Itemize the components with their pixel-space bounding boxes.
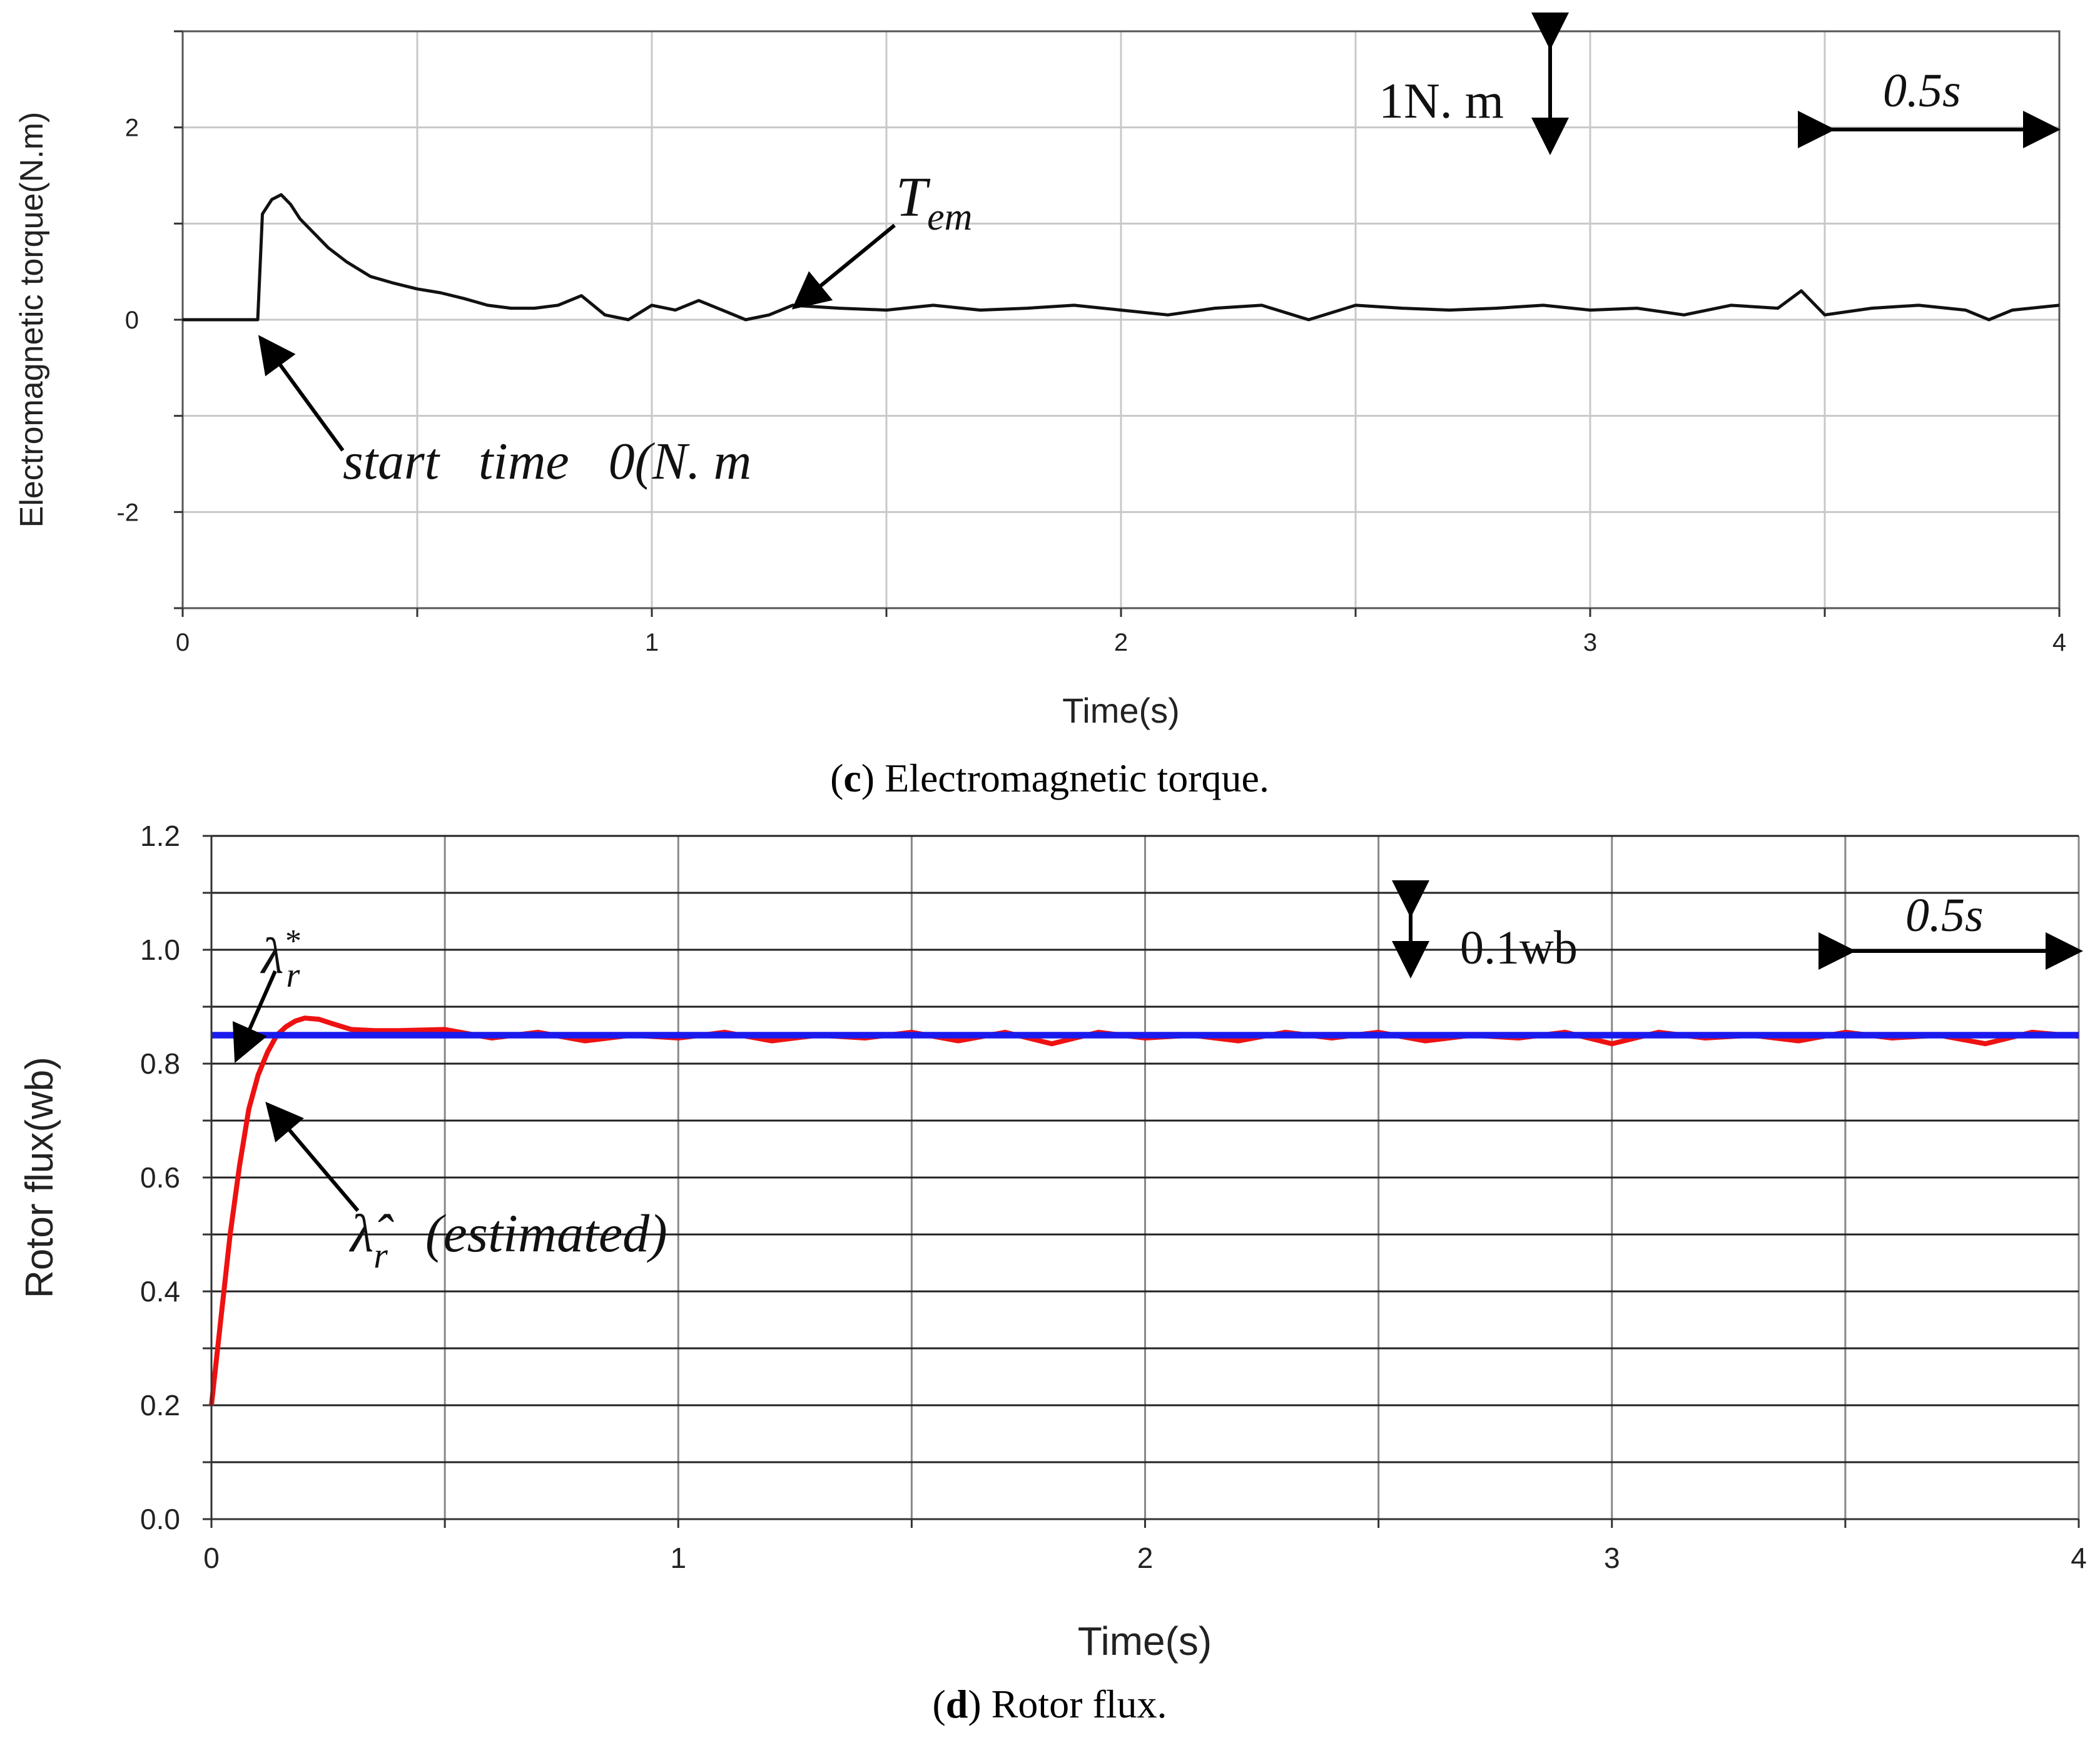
y-tick-label-1: 0.2	[140, 1389, 180, 1422]
series-line-Tem	[183, 193, 2060, 322]
y-tick-label-1: 0	[125, 307, 139, 334]
flux-ticks: 0 1 2 3 4 0.0 0.2 0.4 0.6 0.8 1.0 1.2	[140, 820, 2087, 1574]
torque-y-axis-title: Electromagnetic torque(N.m)	[14, 112, 50, 528]
caption-d-letter: d	[946, 1682, 968, 1726]
torque-x-axis-title: Time(s)	[1062, 691, 1180, 730]
caption-c-text: ) Electromagnetic torque.	[861, 756, 1269, 800]
flux-ref-arrow	[232, 970, 277, 1063]
torque-chart: 0 1 2 3 4 -2 0 2 Electromagnetic torque(N.m) Ti…	[14, 13, 2066, 730]
torque-start-arrow	[258, 335, 345, 452]
torque-scale-x-label: 0.5s	[1883, 64, 1961, 117]
torque-signal-main: T	[896, 166, 931, 228]
torque-signal-arrow	[791, 223, 896, 310]
torque-signal-label: Tem	[896, 166, 972, 238]
x-tick-label-4: 4	[2052, 629, 2066, 656]
y-tick-label-5: 1.0	[140, 934, 180, 966]
flux-ref-label: λ* r	[260, 923, 300, 995]
x-tick-label-0: 0	[203, 1542, 220, 1574]
x-tick-label-1: 1	[645, 629, 659, 656]
y-tick-label-0: 0.0	[140, 1503, 180, 1535]
torque-series	[183, 193, 2060, 322]
x-tick-label-4: 4	[2071, 1542, 2087, 1574]
flux-est-note: (estimated)	[425, 1203, 667, 1263]
y-tick-label-2: 0.4	[140, 1275, 180, 1308]
flux-y-axis-title: Rotor flux(wb)	[18, 1057, 61, 1298]
torque-signal-sub: em	[927, 196, 972, 238]
torque-start-label: start time 0(N. m	[343, 432, 751, 491]
caption-d: (d) Rotor flux.	[932, 1682, 1167, 1726]
x-tick-label-2: 2	[1137, 1542, 1154, 1574]
x-tick-label-3: 3	[1583, 629, 1597, 656]
flux-scale-y-label: 0.1wb	[1460, 922, 1578, 974]
x-tick-label-1: 1	[670, 1542, 686, 1574]
flux-scale-x-label: 0.5s	[1905, 889, 1984, 942]
flux-x-axis-title: Time(s)	[1078, 1619, 1212, 1664]
y-tick-label-2: 2	[125, 114, 139, 142]
flux-ref-sup: *	[284, 923, 300, 959]
flux-series	[209, 1015, 2079, 1406]
caption-c-letter: c	[843, 756, 861, 800]
flux-grid	[210, 835, 2080, 1520]
y-tick-label-3: 0.6	[140, 1161, 180, 1194]
caption-d-text: ) Rotor flux.	[968, 1682, 1167, 1726]
torque-ticks: 0 1 2 3 4 -2 0 2	[116, 30, 2066, 656]
y-tick-label-4: 0.8	[140, 1047, 180, 1080]
x-tick-label-0: 0	[176, 629, 190, 656]
y-tick-label-0: -2	[116, 499, 139, 526]
x-tick-label-2: 2	[1114, 629, 1128, 656]
y-tick-label-6: 1.2	[140, 820, 180, 852]
flux-est-sub: r	[373, 1235, 388, 1276]
x-tick-label-3: 3	[1604, 1542, 1620, 1574]
flux-chart: 0 1 2 3 4 0.0 0.2 0.4 0.6 0.8 1.0 1.2 Rotor flux(wb…	[18, 820, 2087, 1664]
caption-c: (c) Electromagnetic torque.	[830, 756, 1269, 800]
flux-ref-symbol: λ	[260, 927, 284, 984]
torque-grid	[181, 30, 2061, 609]
flux-ref-sub: r	[287, 956, 300, 995]
flux-est-label: λ̂r (estimated)	[348, 1203, 667, 1276]
flux-est-arrow	[265, 1101, 360, 1212]
torque-scale-y-label: 1N. m	[1379, 74, 1504, 129]
